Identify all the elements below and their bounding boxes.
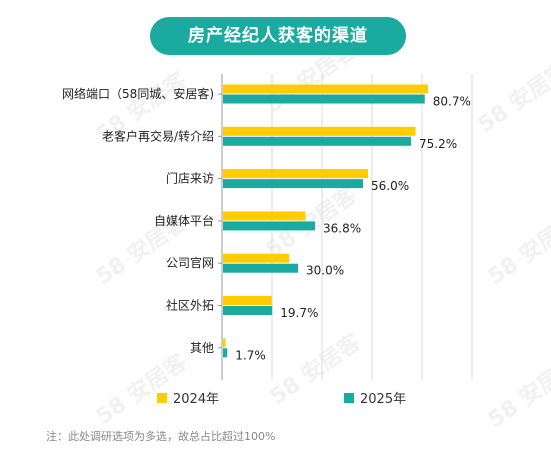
- data-label: 19.7%: [280, 306, 318, 320]
- legend-swatch-2025: [344, 392, 354, 403]
- legend-label-2025: 2025年: [360, 392, 407, 407]
- data-label: 56.0%: [371, 179, 409, 193]
- category-label: 其他: [190, 341, 214, 355]
- category-label: 公司官网: [166, 255, 214, 270]
- legend: 2024年 2025年: [0, 388, 551, 408]
- data-label: 75.2%: [419, 137, 457, 151]
- bar-2025: [223, 348, 228, 358]
- bar-2025: [223, 94, 425, 104]
- footnote: 注：此处调研选项为多选，故总占比超过100%: [46, 430, 276, 443]
- bar-2025: [223, 263, 298, 273]
- legend-swatch-2024: [157, 392, 167, 403]
- bar-2024: [223, 296, 272, 305]
- legend-label-2024: 2024年: [173, 392, 220, 407]
- bar-2025: [223, 306, 273, 315]
- bar-2024: [223, 338, 226, 348]
- data-label: 80.7%: [433, 95, 471, 109]
- bar-2025: [223, 136, 411, 146]
- category-label: 社区外拓: [166, 298, 214, 313]
- data-label: 30.0%: [306, 264, 344, 278]
- data-label: 36.8%: [323, 221, 361, 235]
- category-label: 自媒体平台: [154, 213, 214, 228]
- category-label: 网络端口（58同城、安居客): [62, 86, 214, 101]
- data-label: 1.7%: [235, 348, 266, 362]
- bar-2024: [223, 84, 428, 94]
- legend-item-2024: 2024年: [157, 388, 219, 407]
- category-label: 门店来访: [166, 171, 214, 186]
- category-label: 老客户再交易/转介绍: [102, 128, 214, 143]
- bar-2025: [223, 221, 315, 231]
- bar-2024: [223, 169, 368, 179]
- bar-2024: [223, 126, 416, 136]
- bar-2024: [223, 211, 306, 221]
- bar-2024: [223, 253, 290, 263]
- chart-title: 房产经纪人获客的渠道: [150, 17, 406, 55]
- legend-item-2025: 2025年: [344, 388, 406, 407]
- bar-2025: [223, 179, 363, 189]
